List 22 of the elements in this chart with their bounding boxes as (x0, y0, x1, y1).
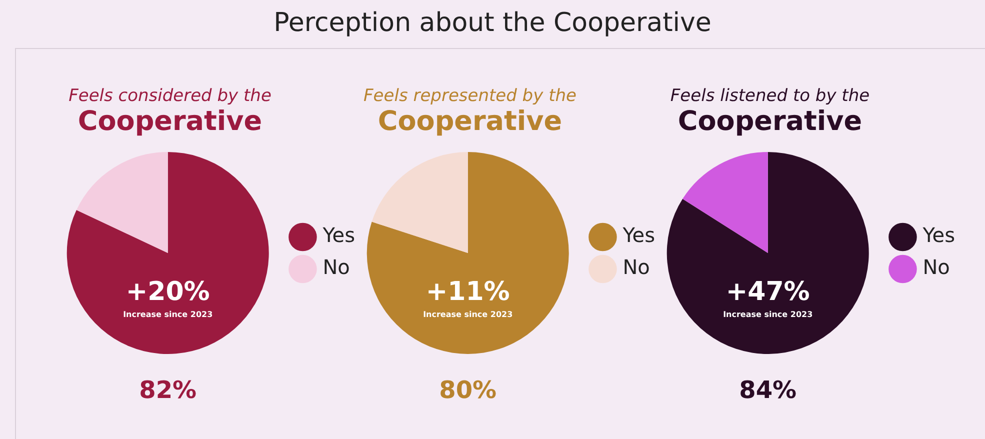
chart-subtitle: Cooperative (676, 106, 864, 137)
legend-label: No (322, 255, 350, 280)
text: Increase since 2023 (723, 310, 813, 320)
legend-label: Yes (322, 223, 356, 248)
legend-label: No (922, 255, 950, 280)
legend-label: No (622, 255, 650, 280)
text: Perception about the Cooperative (272, 8, 712, 38)
legend-label: Yes (922, 223, 956, 248)
legend-label: Yes (622, 223, 656, 248)
data-label: 80% (439, 376, 497, 404)
text: Increase since 2023 (423, 310, 513, 320)
text: +11% (426, 276, 510, 307)
chart-subtitle: Cooperative (376, 106, 564, 137)
data-label: 84% (739, 376, 797, 404)
data-label: 82% (139, 376, 197, 404)
chart-subtitle: Cooperative (76, 106, 264, 137)
text: +47% (726, 276, 810, 307)
text: Increase since 2023 (123, 310, 213, 320)
chart-title: Feels listened to by the (669, 86, 871, 106)
chart-title: Feels considered by the (68, 86, 272, 106)
text: +20% (126, 276, 210, 307)
chart-title: Feels represented by the (362, 86, 578, 106)
